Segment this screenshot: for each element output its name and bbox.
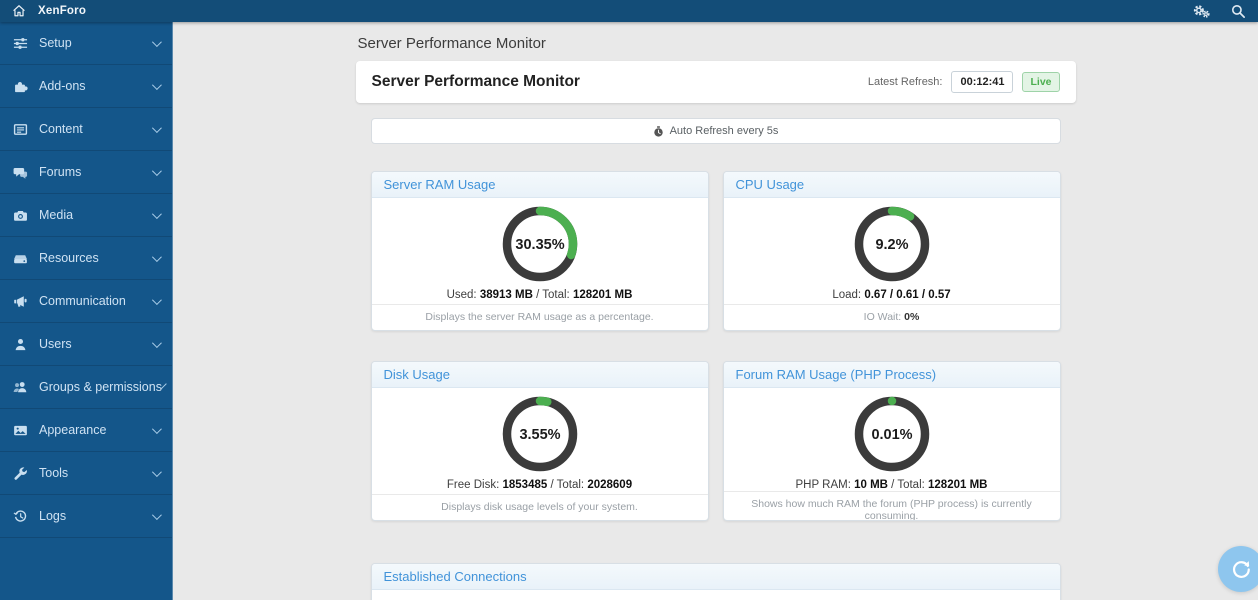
megaphone-icon	[13, 294, 33, 309]
sidebar-item-media[interactable]: Media	[0, 194, 172, 237]
forums-icon	[13, 165, 33, 180]
donut-gauge: 30.35%	[500, 204, 580, 284]
gauge-value: 3.55%	[519, 427, 560, 443]
camera-icon	[13, 208, 33, 223]
stopwatch-icon	[653, 125, 664, 137]
gauge-note: IO Wait: 0%	[723, 304, 1060, 330]
sidebar-item-setup[interactable]: Setup	[0, 22, 172, 65]
panel-title: Server RAM Usage	[371, 172, 708, 198]
sidebar-item-content[interactable]: Content	[0, 108, 172, 151]
sidebar-item-label: Forums	[39, 165, 82, 179]
chevron-down-icon	[151, 165, 162, 176]
gauge-grid: Server RAM Usage 30.35% Used: 38913 MB / T…	[370, 171, 1061, 521]
gauge-stats: Load: 0.67 / 0.61 / 0.57	[832, 289, 951, 301]
chevron-down-icon	[151, 294, 162, 305]
gauge-panel: Forum RAM Usage (PHP Process) 0.01% PHP RA…	[722, 361, 1061, 521]
chevron-down-icon	[151, 466, 162, 477]
panel-title: Disk Usage	[371, 362, 708, 388]
gauge-note: Shows how much RAM the forum (PHP proces…	[723, 491, 1060, 520]
home-icon[interactable]	[12, 4, 26, 18]
donut-gauge: 0.01%	[852, 394, 932, 474]
sidebar-item-label: Tools	[39, 466, 69, 480]
chevron-down-icon	[151, 251, 162, 262]
gauge-panel: CPU Usage 9.2% Load: 0.67 / 0.61 / 0.57 IO …	[722, 171, 1061, 331]
refresh-button[interactable]	[1218, 546, 1258, 592]
main-content: Server Performance Monitor Server Perfor…	[173, 22, 1258, 600]
gauge-note: Displays disk usage levels of your syste…	[371, 494, 708, 520]
live-status-badge: Live	[1022, 72, 1060, 92]
sidebar-item-tools[interactable]: Tools	[0, 452, 172, 495]
panel-title: Forum RAM Usage (PHP Process)	[723, 362, 1060, 388]
history-icon	[13, 509, 33, 524]
search-icon[interactable]	[1231, 4, 1246, 19]
chevron-down-icon	[151, 337, 162, 348]
sidebar-item-forums[interactable]: Forums	[0, 151, 172, 194]
established-connections-panel: Established Connections	[370, 563, 1061, 600]
auto-refresh-toggle[interactable]: Auto Refresh every 5s	[370, 118, 1061, 144]
gauge-value: 0.01%	[871, 427, 912, 443]
sidebar-item-add-ons[interactable]: Add-ons	[0, 65, 172, 108]
panel-title: CPU Usage	[723, 172, 1060, 198]
gauge-stats: Free Disk: 1853485 / Total: 2028609	[446, 479, 633, 491]
content-icon	[13, 122, 33, 137]
auto-refresh-label: Auto Refresh every 5s	[669, 125, 779, 137]
donut-gauge: 3.55%	[500, 394, 580, 474]
refresh-icon	[1231, 559, 1252, 580]
chevron-down-icon	[151, 122, 162, 133]
gauge-value: 9.2%	[875, 237, 908, 253]
card-title: Server Performance Monitor	[371, 73, 580, 90]
sidebar-item-groups-permissions[interactable]: Groups & permissions	[0, 366, 172, 409]
wrench-icon	[13, 466, 33, 481]
sidebar-item-label: Users	[39, 337, 72, 351]
gears-icon[interactable]	[1192, 4, 1211, 19]
sidebar-item-label: Groups & permissions	[39, 380, 162, 394]
sidebar-item-label: Resources	[39, 251, 99, 265]
gauge-panel: Server RAM Usage 30.35% Used: 38913 MB / T…	[370, 171, 709, 331]
gauge-note: Displays the server RAM usage as a perce…	[371, 304, 708, 330]
sidebar: Setup Add-ons Content Forums Media Resources C…	[0, 22, 173, 600]
sidebar-item-label: Content	[39, 122, 83, 136]
sidebar-item-logs[interactable]: Logs	[0, 495, 172, 538]
sidebar-item-label: Logs	[39, 509, 67, 523]
topbar: XenForo	[0, 0, 1258, 22]
sidebar-item-appearance[interactable]: Appearance	[0, 409, 172, 452]
latest-refresh-label: Latest Refresh:	[867, 76, 943, 88]
chevron-down-icon	[151, 509, 162, 520]
gauge-stats: PHP RAM: 10 MB / Total: 128201 MB	[795, 479, 988, 491]
header-card: Server Performance Monitor Latest Refres…	[355, 61, 1076, 103]
group-icon	[13, 380, 33, 395]
panel-title: Established Connections	[371, 564, 1060, 590]
gauge-value: 30.35%	[515, 237, 564, 253]
chevron-down-icon	[151, 79, 162, 90]
puzzle-icon	[13, 79, 33, 94]
drive-icon	[13, 251, 33, 266]
gauge-panel: Disk Usage 3.55% Free Disk: 1853485 / Tota…	[370, 361, 709, 521]
topbar-actions	[1192, 4, 1246, 19]
sidebar-item-label: Setup	[39, 36, 72, 50]
sidebar-item-communication[interactable]: Communication	[0, 280, 172, 323]
user-icon	[13, 337, 33, 352]
donut-gauge: 9.2%	[852, 204, 932, 284]
sidebar-item-label: Appearance	[39, 423, 107, 437]
latest-refresh-time[interactable]	[951, 71, 1014, 93]
sliders-icon	[13, 36, 33, 51]
chevron-down-icon	[151, 36, 162, 47]
sidebar-item-label: Add-ons	[39, 79, 86, 93]
sidebar-item-label: Media	[39, 208, 74, 222]
sidebar-item-resources[interactable]: Resources	[0, 237, 172, 280]
sidebar-item-label: Communication	[39, 294, 126, 308]
chevron-down-icon	[151, 208, 162, 219]
chevron-down-icon	[151, 423, 162, 434]
image-icon	[13, 423, 33, 438]
gauge-stats: Used: 38913 MB / Total: 128201 MB	[446, 289, 633, 301]
brand-link[interactable]: XenForo	[38, 5, 87, 17]
sidebar-item-users[interactable]: Users	[0, 323, 172, 366]
page-title: Server Performance Monitor	[357, 35, 546, 52]
